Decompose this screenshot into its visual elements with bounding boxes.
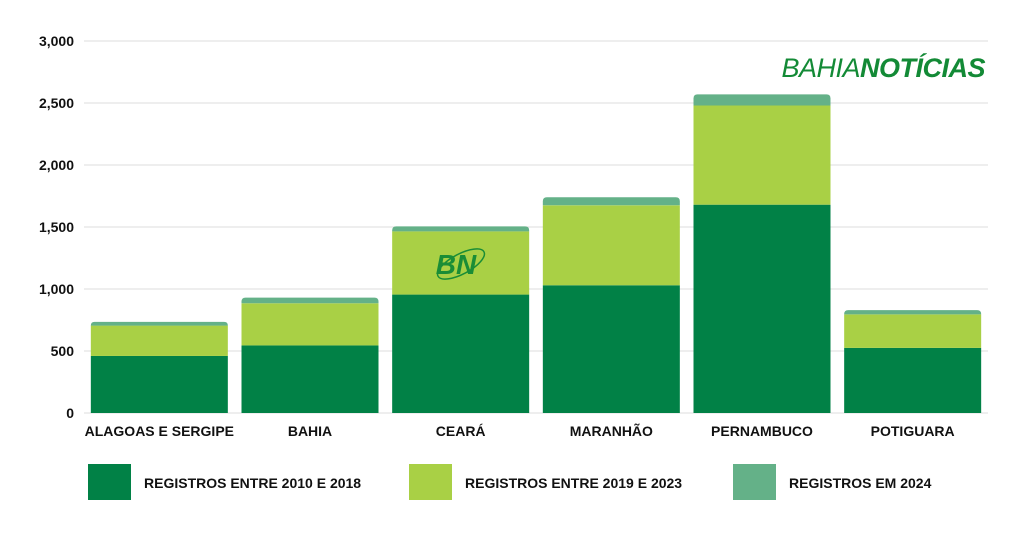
brand-wordmark-light: BAHIA [781, 53, 860, 83]
legend: REGISTROS ENTRE 2010 E 2018 REGISTROS ENT… [88, 464, 932, 500]
y-tick-label: 1,500 [39, 219, 74, 235]
grid-lines [84, 40, 988, 414]
bar-segment [241, 297, 379, 304]
watermark-mark: BN [436, 249, 477, 280]
bar-segment [392, 226, 530, 232]
watermark-orbit [436, 248, 486, 280]
bar-segment [241, 345, 379, 413]
y-axis-ticks: 0 500 1,000 1,500 2,000 2,500 3,000 [39, 33, 74, 421]
bar-segment [241, 303, 379, 346]
x-category-label: PERNAMBUCO [711, 423, 813, 439]
bar-segment [844, 310, 982, 315]
x-category-label: ALAGOAS E SERGIPE [85, 423, 234, 439]
y-tick-label: 2,500 [39, 95, 74, 111]
bar-segment [542, 197, 680, 206]
bar-segment [844, 314, 982, 348]
bar-segment [693, 94, 831, 106]
legend-label: REGISTROS EM 2024 [789, 475, 932, 491]
bar-segment [693, 105, 831, 205]
legend-swatch [409, 464, 452, 500]
bar-segment [542, 205, 680, 286]
legend-label: REGISTROS ENTRE 2019 E 2023 [465, 475, 682, 491]
x-axis-labels: ALAGOAS E SERGIPE BAHIA CEARÁ MARANHÃO PERNA… [85, 422, 955, 439]
bar-segment [90, 321, 228, 326]
legend-swatch [733, 464, 776, 500]
y-tick-label: 2,000 [39, 157, 74, 173]
bar-segment [844, 347, 982, 413]
y-tick-label: 0 [66, 405, 74, 421]
y-tick-label: 1,000 [39, 281, 74, 297]
bar-segment [392, 231, 530, 295]
x-category-label: CEARÁ [436, 423, 486, 439]
x-category-label: MARANHÃO [570, 422, 653, 439]
bar-segment [90, 355, 228, 413]
y-tick-label: 3,000 [39, 33, 74, 49]
bn-watermark-icon: BN [436, 248, 486, 280]
y-tick-label: 500 [51, 343, 75, 359]
bar-segment [542, 285, 680, 413]
brand-wordmark: BAHIANOTÍCIAS [781, 52, 985, 83]
legend-swatch [88, 464, 131, 500]
bars [90, 94, 982, 413]
brand-logo: BAHIANOTÍCIAS [781, 52, 986, 83]
bar-segment [90, 325, 228, 356]
bar-segment [693, 204, 831, 413]
bar-segment [392, 294, 530, 413]
x-category-label: BAHIA [288, 423, 332, 439]
legend-label: REGISTROS ENTRE 2010 E 2018 [144, 475, 361, 491]
brand-wordmark-bold: NOTÍCIAS [860, 52, 985, 83]
x-category-label: POTIGUARA [871, 423, 955, 439]
